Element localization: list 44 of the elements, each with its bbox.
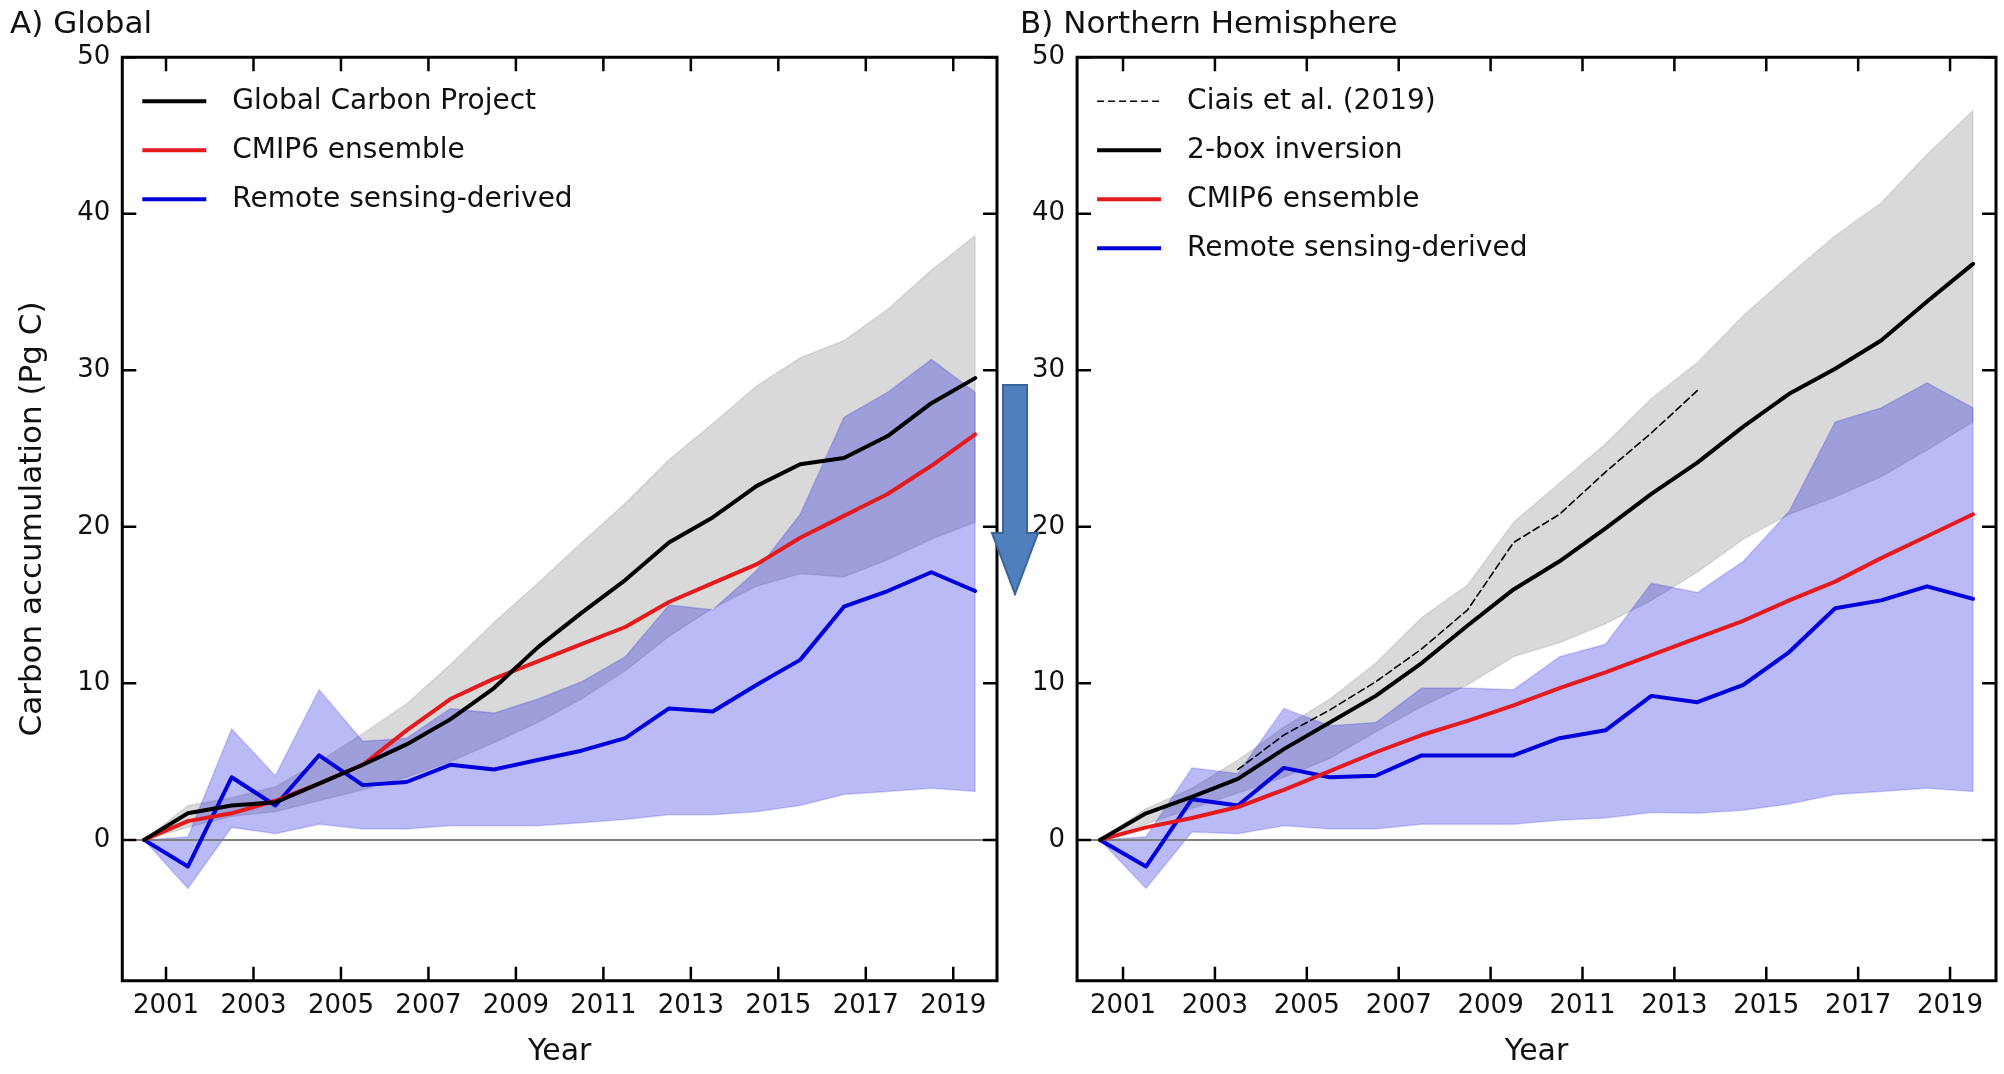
x-tick-label: 2007 [395,989,462,1020]
chart-title: A) Global [10,3,153,40]
x-tick-label: 2007 [1365,989,1432,1020]
x-tick-label: 2015 [1733,989,1800,1020]
y-tick-label: 50 [77,39,111,70]
x-tick-label: 2003 [1181,989,1249,1020]
x-tick-label: 2019 [1916,989,1984,1020]
x-tick-label: 2003 [220,989,287,1020]
y-tick-label: 10 [77,666,111,697]
x-tick-label: 2005 [1273,989,1340,1020]
y-tick-label: 30 [1031,353,1066,384]
y-tick-label: 10 [1031,666,1066,697]
y-tick-label: 20 [1031,509,1066,540]
x-tick-label: 2009 [1457,989,1524,1020]
x-tick-label: 2013 [1641,989,1708,1020]
y-tick-label: 40 [77,196,111,227]
x-tick-label: 2017 [832,989,899,1020]
y-tick-label: 0 [93,822,111,853]
chart-title: B) Northern Hemisphere [1020,3,1398,40]
x-axis-title: Year [1503,1031,1569,1067]
y-axis-title: Carbon accumulation (Pg C) [11,301,48,737]
y-tick-label: 30 [77,353,111,384]
y-tick-label: 0 [1048,822,1066,853]
x-tick-label: 2009 [482,989,549,1020]
legend-label: 2-box inversion [1187,132,1403,166]
y-tick-label: 40 [1031,196,1066,227]
legend-label: Global Carbon Project [232,83,537,117]
x-tick-label: 2011 [570,989,637,1020]
x-tick-label: 2005 [307,989,375,1020]
legend-label: Remote sensing-derived [232,181,573,215]
x-tick-label: 2019 [920,989,987,1020]
x-tick-label: 2015 [745,989,812,1020]
x-tick-label: 2013 [657,989,724,1020]
x-tick-label: 2001 [1089,989,1157,1020]
legend-label: CMIP6 ensemble [1187,181,1420,215]
x-tick-label: 2011 [1549,989,1616,1020]
y-tick-label: 50 [1031,39,1066,70]
x-tick-label: 2017 [1825,989,1892,1020]
x-axis-title: Year [526,1031,593,1067]
y-tick-label: 20 [77,509,111,540]
legend-label: Remote sensing-derived [1187,230,1528,264]
legend-label: Ciais et al. (2019) [1187,83,1436,117]
x-tick-label: 2001 [132,989,200,1020]
legend-label: CMIP6 ensemble [232,132,465,166]
